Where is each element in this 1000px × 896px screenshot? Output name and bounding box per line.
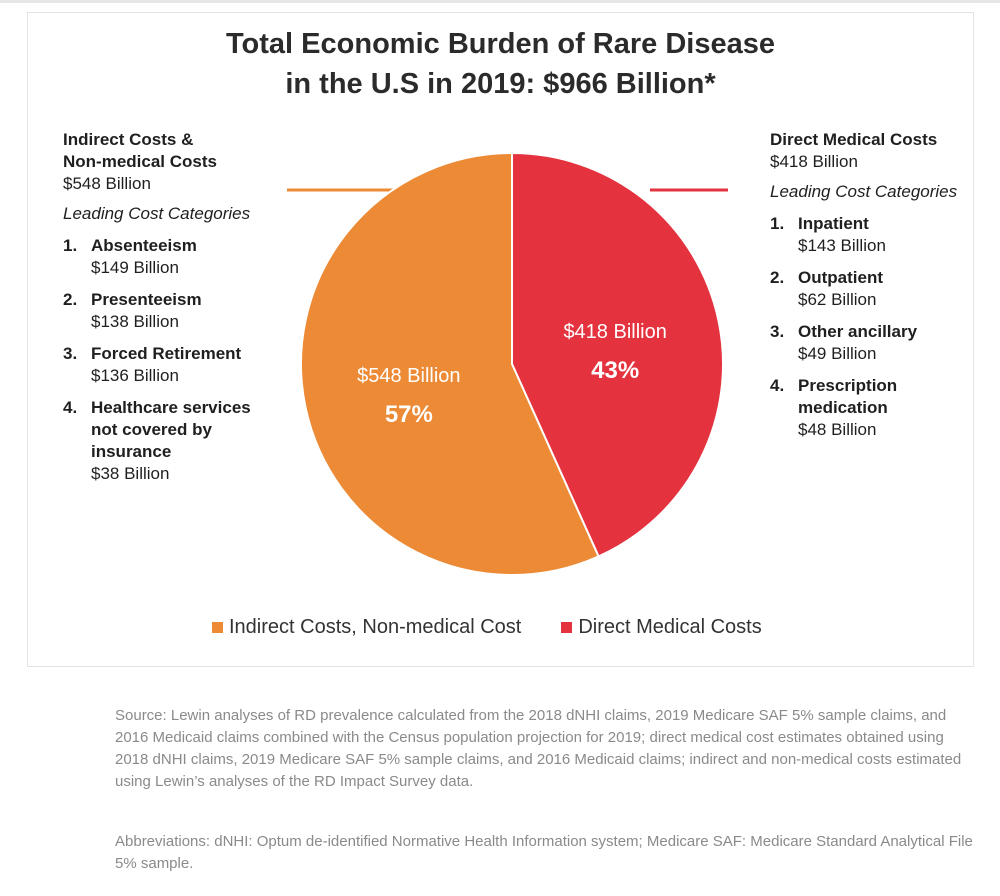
pie-slice-direct	[511, 151, 724, 558]
cost-category-value: $48 Billion	[798, 420, 877, 439]
indirect-heading-line-2: Non-medical Costs	[63, 152, 217, 171]
pie-percent-label: 57%	[385, 401, 433, 428]
legend-entry-indirect: Indirect Costs, Non-medical Cost	[212, 616, 521, 639]
cost-category-name: not covered by	[91, 420, 212, 439]
cost-category-name: medication	[798, 398, 888, 417]
indirect-subheading: Leading Cost Categories	[63, 204, 251, 223]
title-line-2: in the U.S in 2019: $966 Billion*	[285, 68, 716, 100]
cost-category-value: $143 Billion	[798, 236, 886, 255]
cost-category-item: 2. Outpatient $62 Billion	[770, 267, 985, 311]
cost-category-name: Other ancillary	[798, 322, 918, 341]
cost-category-number: 4.	[770, 376, 785, 395]
title-line-1: Total Economic Burden of Rare Disease	[226, 28, 775, 60]
indirect-category-list: 1. Absenteeism $149 Billion 2. Presenteeism $…	[63, 235, 293, 485]
legend-swatch-indirect	[212, 622, 223, 633]
indirect-amount: $548 Billion	[63, 174, 151, 193]
cost-category-item: 2. Presenteeism $138 Billion	[63, 289, 293, 333]
cost-category-value: $149 Billion	[91, 258, 179, 277]
cost-category-number: 1.	[770, 214, 785, 233]
pie-value-label: $548 Billion	[357, 365, 460, 387]
cost-category-number: 3.	[63, 344, 78, 363]
legend-label-indirect: Indirect Costs, Non-medical Cost	[229, 616, 522, 638]
cost-category-name: Prescription	[798, 376, 898, 395]
chart-title: Total Economic Burden of Rare Disease in…	[27, 24, 974, 104]
cost-category-name: Forced Retirement	[91, 344, 242, 363]
cost-category-value: $38 Billion	[91, 464, 170, 483]
cost-category-item: 3. Other ancillary $49 Billion	[770, 321, 985, 365]
pie-value-label: $418 Billion	[563, 321, 666, 343]
cost-category-number: 2.	[63, 290, 78, 309]
legend-label-direct: Direct Medical Costs	[578, 616, 762, 638]
cost-category-value: $62 Billion	[798, 290, 877, 309]
cost-category-name: Absenteeism	[91, 236, 197, 255]
legend-swatch-direct	[561, 622, 573, 633]
cost-category-item: 1. Inpatient $143 Billion	[770, 213, 985, 257]
cost-category-item: 4. Prescription medication $48 Billion	[770, 375, 985, 441]
cost-category-item: 1. Absenteeism $149 Billion	[63, 235, 293, 279]
cost-category-number: 1.	[63, 236, 78, 255]
cost-category-name: Presenteeism	[91, 290, 202, 309]
cost-category-item: 3. Forced Retirement $136 Billion	[63, 343, 293, 387]
cost-category-value: $136 Billion	[91, 366, 179, 385]
direct-subheading: Leading Cost Categories	[770, 182, 958, 201]
pie-slice-indirect	[300, 151, 600, 576]
source-note: Source: Lewin analyses of RD prevalence …	[115, 707, 962, 790]
top-rule	[0, 0, 1000, 3]
cost-category-value: $49 Billion	[798, 344, 877, 363]
indirect-costs-panel: Indirect Costs & Non-medical Costs $548 …	[63, 129, 293, 485]
abbreviations-note: Abbreviations: dNHI: Optum de-identified…	[115, 833, 973, 872]
cost-category-item: 4. Healthcare services not covered by insur…	[63, 397, 293, 485]
legend-entry-direct: Direct Medical Costs	[561, 616, 762, 639]
cost-category-value: $138 Billion	[91, 312, 179, 331]
cost-category-name: Inpatient	[798, 214, 869, 233]
direct-costs-panel: Direct Medical Costs $418 Billion Leadin…	[770, 129, 985, 441]
direct-category-list: 1. Inpatient $143 Billion 2. Outpatient $62 B…	[770, 213, 985, 441]
cost-category-name: insurance	[91, 442, 172, 461]
cost-category-name: Healthcare services	[91, 398, 251, 417]
cost-category-name: Outpatient	[798, 268, 883, 287]
chart-legend: Indirect Costs, Non-medical Cost Direct …	[212, 616, 802, 639]
cost-category-number: 2.	[770, 268, 785, 287]
direct-heading: Direct Medical Costs	[770, 130, 938, 149]
cost-category-number: 3.	[770, 322, 785, 341]
pie-percent-label: 43%	[591, 357, 639, 384]
direct-amount: $418 Billion	[770, 152, 858, 171]
indirect-heading-line-1: Indirect Costs &	[63, 130, 194, 149]
cost-category-number: 4.	[63, 398, 78, 417]
